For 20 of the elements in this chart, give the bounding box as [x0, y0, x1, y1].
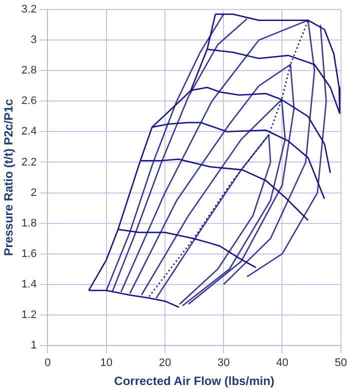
x-axis-title: Corrected Air Flow (lbs/min) — [114, 374, 274, 388]
y-tick-label: 1.2 — [21, 308, 37, 321]
y-tick-label: 2.2 — [21, 156, 37, 168]
x-tick-label: 40 — [276, 357, 288, 370]
y-tick-label: 1 — [30, 339, 37, 352]
y-tick-label: 2.4 — [21, 126, 37, 138]
y-tick-label: 1.4 — [21, 278, 37, 290]
x-tick-label: 10 — [100, 357, 112, 370]
x-tick-label: 20 — [158, 357, 172, 370]
x-tick-label: 0 — [44, 357, 51, 370]
y-tick-label: 3 — [30, 34, 37, 46]
y-tick-label: 3.2 — [21, 4, 37, 16]
y-tick-label: 1.8 — [21, 217, 37, 230]
y-tick-label: 2.8 — [21, 64, 37, 77]
y-axis-title: Pressure Ratio (t/t) P2c/P1c — [2, 98, 16, 256]
x-tick-label: 50 — [334, 357, 348, 370]
y-tick-label: 1.6 — [21, 248, 37, 260]
x-tick-label: 30 — [217, 357, 230, 370]
y-tick-label: 2 — [30, 186, 37, 199]
y-tick-label: 2.6 — [21, 95, 37, 108]
